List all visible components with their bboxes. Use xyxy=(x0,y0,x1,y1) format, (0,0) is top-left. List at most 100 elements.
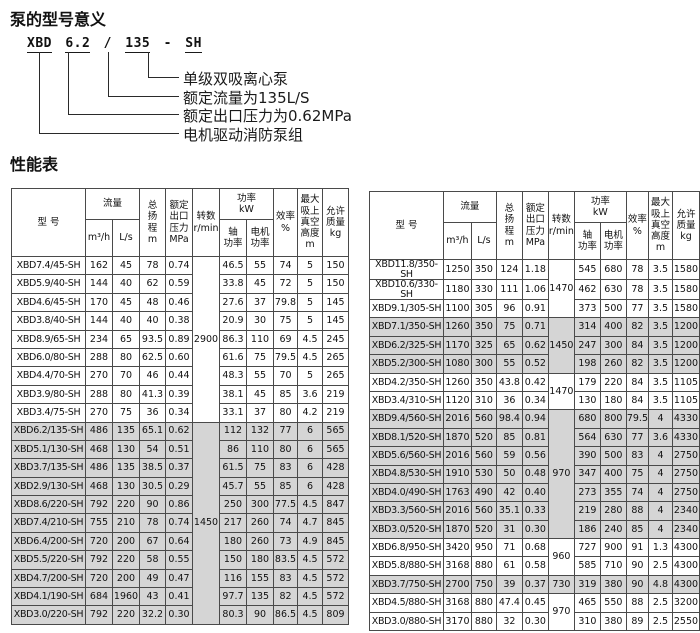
cell-model: XBD8.1/520-SH xyxy=(369,427,444,448)
cell-speed: 970 xyxy=(547,593,575,632)
cell-flow-ls: 560 xyxy=(470,409,497,429)
cell-mass: 145 xyxy=(322,292,349,313)
cell-total-head: 55 xyxy=(495,354,523,374)
callout-line-pressure xyxy=(68,52,179,115)
cell-flow-ls: 490 xyxy=(470,482,497,503)
cell-model: XBD7.4/45-SH xyxy=(11,255,86,276)
cell-motor-power: 260 xyxy=(599,354,627,374)
cell-vacuum-height: 3.5 xyxy=(648,354,673,374)
cell-flow-m3h: 270 xyxy=(85,366,113,386)
col-header-shaft-power: 轴 功率 xyxy=(573,222,601,260)
header-row: 型 号流量总 扬 程 m 额定 出口 压力 MPa 转数 r/min 功率 kW 效率 … xyxy=(11,188,349,257)
cell-mass: 1200 xyxy=(671,317,700,337)
model-code: XBD 6.2 / 135 - SH xyxy=(27,36,207,53)
cell-vacuum-height: 4 xyxy=(648,446,673,466)
cell-speed: 1450 xyxy=(547,317,575,374)
cell-flow-ls: 350 xyxy=(470,372,497,392)
cell-model: XBD8.9/65-SH xyxy=(11,329,86,349)
cell-motor-power: 37 xyxy=(246,403,274,423)
cell-shaft-power: 80.3 xyxy=(219,605,247,625)
cell-shaft-power: 319 xyxy=(573,574,601,595)
table-row: XBD5.1/130-SH 468 130 54 0.51 86 110 80 6 565 xyxy=(11,439,349,460)
model-part-drive: XBD xyxy=(27,36,52,53)
cell-mass: 265 xyxy=(322,366,349,386)
col-header-mass: 允许 质量 kg xyxy=(671,191,700,260)
cell-total-head: 49 xyxy=(139,568,166,589)
cell-flow-ls: 520 xyxy=(470,427,497,448)
cell-flow-m3h: 720 xyxy=(85,568,113,589)
cell-efficiency: 72 xyxy=(273,274,298,294)
cell-pressure: 0.39 xyxy=(165,384,193,405)
cell-flow-m3h: 144 xyxy=(85,274,113,294)
col-header-motor-power: 电机 功率 xyxy=(599,222,627,260)
cell-motor-power: 550 xyxy=(599,593,627,613)
cell-total-head: 42 xyxy=(495,482,523,503)
cell-motor-power: 30 xyxy=(246,311,274,331)
cell-efficiency: 86.5 xyxy=(273,605,298,625)
cell-vacuum-height: 4.7 xyxy=(297,513,323,533)
page-title: 泵的型号意义 xyxy=(10,10,107,29)
cell-total-head: 67 xyxy=(139,531,166,552)
cell-vacuum-height: 3.5 xyxy=(648,317,673,337)
cell-vacuum-height: 4 xyxy=(648,464,673,484)
cell-efficiency: 74 xyxy=(273,255,298,276)
cell-mass: 572 xyxy=(322,587,349,607)
cell-motor-power: 380 xyxy=(599,574,627,595)
table-row: XBD9.1/305-SH 1100 305 96 0.91 373 500 77 3.5 158… xyxy=(369,298,700,319)
cell-flow-ls: 305 xyxy=(470,298,497,319)
cell-flow-ls: 135 xyxy=(112,421,140,441)
cell-mass: 565 xyxy=(322,421,349,441)
cell-flow-m3h: 755 xyxy=(85,513,113,533)
cell-model: XBD3.3/560-SH xyxy=(369,501,444,521)
cell-shaft-power: 564 xyxy=(573,427,601,448)
cell-motor-power: 260 xyxy=(246,531,274,552)
cell-flow-m3h: 1763 xyxy=(442,482,472,503)
table-row: XBD6.0/80-SH 288 80 62.5 0.60 61.6 75 79.5 4.5 26… xyxy=(11,347,349,368)
cell-efficiency: 80 xyxy=(273,403,298,423)
cell-efficiency: 80 xyxy=(273,439,298,460)
cell-total-head: 48 xyxy=(139,292,166,313)
cell-total-head: 124 xyxy=(495,259,523,280)
cell-model: XBD4.8/530-SH xyxy=(369,464,444,484)
cell-flow-ls: 75 xyxy=(112,403,140,423)
col-header-shaft-power: 轴 功率 xyxy=(219,219,247,257)
cell-total-head: 31 xyxy=(495,519,523,540)
cell-mass: 2550 xyxy=(671,611,700,632)
cell-mass: 1105 xyxy=(671,390,700,411)
cell-flow-m3h: 162 xyxy=(85,255,113,276)
cell-model: XBD2.9/130-SH xyxy=(11,476,86,497)
cell-flow-ls: 40 xyxy=(112,274,140,294)
cell-efficiency: 74 xyxy=(625,482,650,503)
cell-efficiency: 78 xyxy=(625,259,650,280)
col-header-flow-m3h: m³/h xyxy=(442,222,472,260)
cell-total-head: 43 xyxy=(139,587,166,607)
cell-pressure: 0.44 xyxy=(165,366,193,386)
cell-flow-ls: 220 xyxy=(112,605,140,625)
cell-flow-m3h: 1870 xyxy=(442,519,472,540)
cell-total-head: 78 xyxy=(139,255,166,276)
cell-vacuum-height: 2.5 xyxy=(648,556,673,576)
cell-model: XBD4.2/350-SH xyxy=(369,372,444,392)
cell-total-head: 46 xyxy=(139,366,166,386)
cell-shaft-power: 116 xyxy=(219,568,247,589)
cell-flow-m3h: 1180 xyxy=(442,279,472,300)
cell-model: XBD3.9/80-SH xyxy=(11,384,86,405)
col-header-vacuum-height: 最大 吸上 真空 高度 m xyxy=(648,191,673,260)
cell-total-head: 50 xyxy=(495,464,523,484)
cell-model: XBD3.7/750-SH xyxy=(369,574,444,595)
cell-mass: 145 xyxy=(322,311,349,331)
cell-pressure: 0.33 xyxy=(521,501,549,521)
cell-efficiency: 91 xyxy=(625,538,650,558)
cell-vacuum-height: 1.3 xyxy=(648,538,673,558)
cell-model: XBD3.0/520-SH xyxy=(369,519,444,540)
cell-efficiency: 77 xyxy=(625,427,650,448)
cell-pressure: 0.30 xyxy=(521,611,549,632)
cell-pressure: 0.37 xyxy=(165,458,193,478)
cell-efficiency: 83 xyxy=(273,458,298,478)
cell-pressure: 0.38 xyxy=(165,311,193,331)
cell-mass: 1200 xyxy=(671,335,700,356)
callout-line-type xyxy=(148,52,179,78)
cell-total-head: 32.2 xyxy=(139,605,166,625)
cell-flow-ls: 880 xyxy=(470,593,497,613)
cell-flow-ls: 520 xyxy=(470,519,497,540)
